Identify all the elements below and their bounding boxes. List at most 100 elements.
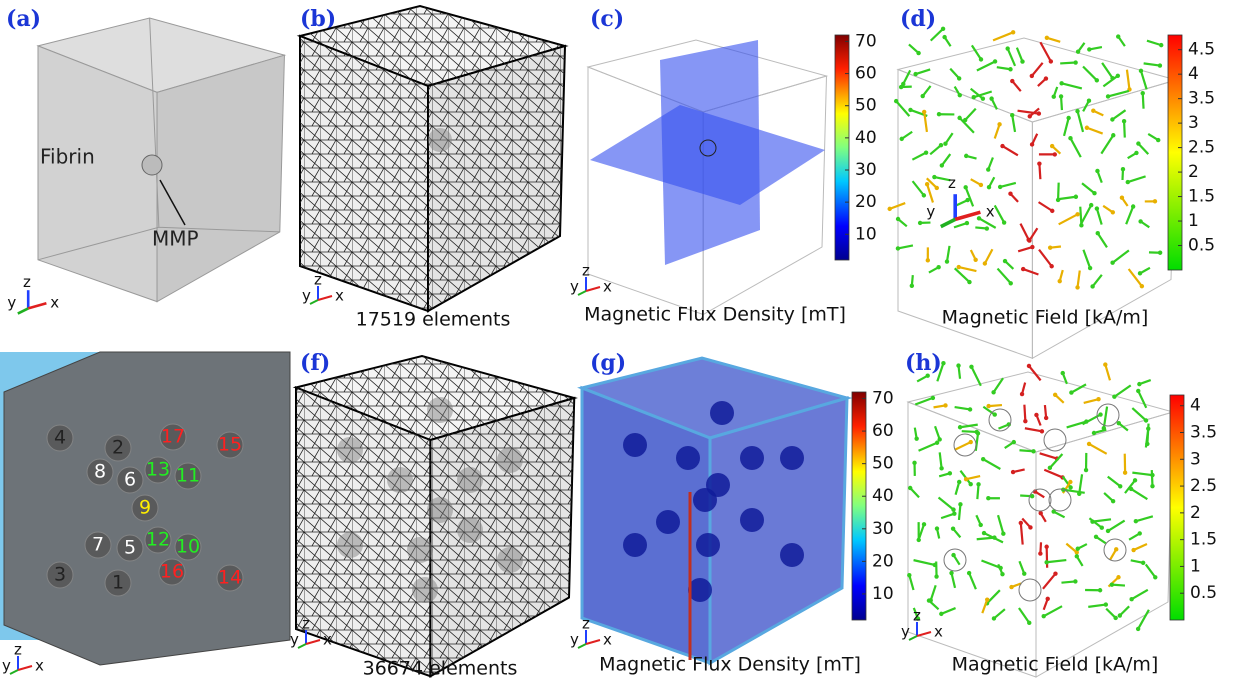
field-arrow-head [1100,526,1104,530]
field-arrow-head [1068,136,1072,140]
mmp-particle [1049,489,1071,511]
colorbar-tick-label: 1.5 [1190,530,1217,550]
field-arrow [969,573,976,589]
triad-z-label: z [314,271,322,289]
field-arrow-head [1059,94,1063,98]
field-arrow-head [957,116,961,120]
colorbar-tick-label: 4 [1190,396,1201,416]
field-arrow-head [1075,554,1079,558]
field-arrow [995,205,1004,222]
field-arrow-head [1134,151,1138,155]
field-arrow-head [983,261,987,265]
field-arrow-head [934,574,938,578]
field-arrow [977,61,995,70]
field-arrow-head [1053,152,1057,156]
triad-x-label: x [603,631,612,649]
field-arrow-head [997,122,1001,126]
field-arrow-head [1044,560,1048,564]
colorbar-tick-label: 2 [1188,162,1199,182]
field-arrow-head [1023,419,1027,423]
field-arrow-head [1087,47,1091,51]
mmp-particle [740,508,764,532]
field-arrow [977,484,978,499]
colorbar-tick-label: 2 [1190,503,1201,523]
field-arrow-head [977,216,981,220]
particle-number: 2 [112,437,124,459]
panel-label: (c) [590,6,624,32]
colorbar [835,35,849,260]
field-arrow-head [1123,471,1127,475]
field-arrow-head [992,616,996,620]
colorbar-tick-label: 50 [855,96,877,116]
field-arrow-head [932,175,936,179]
field-arrow-head [968,407,972,411]
colorbar-tick-label: 10 [872,584,894,604]
field-arrow-head [1053,393,1057,397]
field-arrow [998,515,1003,533]
particle-number: 1 [112,572,124,594]
field-arrow-head [1092,191,1096,195]
field-arrow-head [1085,126,1089,130]
field-arrow-head [941,27,945,31]
field-arrow-head [1129,597,1133,601]
field-arrow [1124,121,1125,137]
field-arrow-head [1022,571,1026,575]
field-arrow-head [967,571,971,575]
field-arrow-head [1139,69,1143,73]
field-arrow [1143,93,1144,108]
field-arrow-head [1116,575,1120,579]
field-arrow-head [1020,392,1024,396]
field-arrow [1098,233,1107,247]
field-arrow [1058,183,1059,200]
field-arrow [952,573,956,588]
field-arrow-head [1009,585,1013,589]
field-arrow-head [1118,484,1122,488]
field-arrow [1078,111,1083,132]
field-arrow-head [1116,74,1120,78]
field-arrow [1008,49,1015,66]
field-arrow-head [1076,49,1080,53]
field-arrow-head [991,390,995,394]
field-arrow [962,431,977,432]
field-arrow-head [969,440,973,444]
field-arrow-head [1137,382,1141,386]
field-arrow-head [1019,521,1023,525]
field-arrow-head [922,522,926,526]
mmp-particle [407,537,433,563]
field-arrow-head [917,538,921,542]
colorbar-tick-label: 2.5 [1188,138,1215,158]
field-arrow-head [887,207,891,211]
field-arrow [1113,250,1129,262]
field-arrow-head [1110,261,1114,265]
caption: Magnetic Flux Density [mT] [599,654,861,676]
field-arrow [1047,560,1067,562]
field-arrow [915,398,933,405]
field-arrow-head [987,185,991,189]
panel-label: (f) [300,350,330,376]
field-arrow-head [1027,364,1031,368]
field-arrow-head [1098,412,1102,416]
field-arrow-head [894,99,898,103]
triad-x-label: x [934,623,943,641]
field-arrow [1039,250,1052,267]
field-arrow-head [900,137,904,141]
triad-y-label: y [302,287,311,305]
triad-y [578,291,586,295]
field-arrow-head [1005,46,1009,50]
panel-label: (g) [590,350,626,376]
triad-x [18,666,32,670]
field-arrow [1087,128,1103,134]
field-arrow-head [1144,418,1148,422]
field-arrow-head [1113,616,1117,620]
field-arrow-head [907,573,911,577]
field-arrow [898,245,913,248]
field-arrow [1147,41,1161,45]
field-arrow-head [1126,180,1130,184]
field-arrow-head [1111,499,1115,503]
panel-label: (a) [6,6,41,32]
field-arrow [1112,110,1125,119]
field-arrow-head [1153,199,1157,203]
cube-right-mesh [430,398,574,676]
caption: Magnetic Field [kA/m] [942,307,1149,329]
field-arrow-head [1044,545,1048,549]
